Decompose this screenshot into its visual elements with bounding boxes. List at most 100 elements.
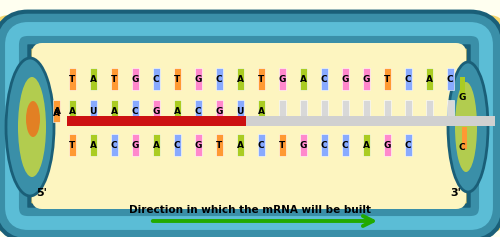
Bar: [194, 68, 202, 90]
Text: G: G: [132, 141, 138, 150]
Bar: [68, 100, 75, 122]
Text: 5': 5': [36, 188, 48, 198]
Text: C: C: [404, 74, 411, 83]
Bar: [258, 68, 264, 90]
Bar: [320, 100, 328, 122]
Bar: [300, 134, 306, 156]
Text: A: A: [54, 106, 60, 115]
Text: U: U: [90, 106, 96, 115]
Ellipse shape: [6, 58, 54, 196]
Bar: [90, 100, 96, 122]
Text: T: T: [69, 74, 75, 83]
Text: A: A: [174, 106, 180, 115]
Ellipse shape: [26, 101, 40, 137]
Bar: [216, 68, 222, 90]
Bar: [426, 68, 432, 90]
FancyBboxPatch shape: [32, 43, 466, 209]
Bar: [258, 134, 264, 156]
Bar: [404, 100, 411, 122]
Text: C: C: [320, 74, 328, 83]
Bar: [236, 100, 244, 122]
Bar: [246, 116, 494, 126]
Bar: [68, 134, 75, 156]
Text: C: C: [152, 74, 160, 83]
Text: C: C: [404, 141, 411, 150]
Text: G: G: [342, 74, 348, 83]
Bar: [362, 100, 370, 122]
Text: A: A: [362, 141, 370, 150]
Text: G: G: [194, 74, 202, 83]
Text: Direction in which the mRNA will be built: Direction in which the mRNA will be buil…: [129, 205, 371, 215]
Bar: [320, 134, 328, 156]
Text: C: C: [446, 74, 454, 83]
Bar: [462, 127, 467, 149]
Bar: [404, 68, 411, 90]
Text: A: A: [300, 74, 306, 83]
Bar: [152, 68, 160, 90]
Text: T: T: [174, 74, 180, 83]
Text: A: A: [52, 109, 60, 118]
Bar: [342, 68, 348, 90]
Bar: [342, 100, 348, 122]
Text: G: G: [384, 141, 390, 150]
Bar: [384, 68, 390, 90]
Text: G: G: [132, 74, 138, 83]
Text: G: G: [278, 74, 285, 83]
Bar: [342, 134, 348, 156]
Text: 3': 3': [450, 188, 462, 198]
Bar: [236, 134, 244, 156]
Text: A: A: [68, 106, 75, 115]
Text: G: G: [362, 74, 370, 83]
Bar: [53, 100, 60, 122]
Bar: [278, 68, 285, 90]
Bar: [300, 68, 306, 90]
Bar: [90, 134, 96, 156]
Text: C: C: [342, 141, 348, 150]
Text: A: A: [258, 106, 264, 115]
Bar: [110, 134, 117, 156]
Text: A: A: [152, 141, 160, 150]
Bar: [300, 100, 306, 122]
Bar: [320, 68, 328, 90]
Text: G: G: [216, 106, 222, 115]
Text: A: A: [90, 141, 96, 150]
Text: G: G: [300, 141, 306, 150]
Bar: [110, 68, 117, 90]
Text: C: C: [458, 142, 466, 151]
Text: G: G: [152, 106, 160, 115]
Bar: [446, 100, 454, 122]
Text: T: T: [111, 74, 117, 83]
Ellipse shape: [18, 77, 46, 177]
Text: T: T: [69, 141, 75, 150]
Bar: [426, 100, 432, 122]
Text: C: C: [320, 141, 328, 150]
Ellipse shape: [448, 62, 488, 192]
Bar: [362, 68, 370, 90]
Text: A: A: [236, 141, 244, 150]
Text: C: C: [194, 106, 202, 115]
Bar: [258, 100, 264, 122]
Text: C: C: [110, 141, 117, 150]
Bar: [384, 134, 390, 156]
Bar: [174, 134, 180, 156]
Text: A: A: [90, 74, 96, 83]
Bar: [278, 100, 285, 122]
Bar: [110, 100, 117, 122]
Bar: [90, 68, 96, 90]
Bar: [404, 134, 411, 156]
Bar: [216, 134, 222, 156]
Bar: [68, 68, 75, 90]
Text: C: C: [258, 141, 264, 150]
Bar: [446, 68, 454, 90]
Text: G: G: [194, 141, 202, 150]
Text: T: T: [258, 74, 264, 83]
Text: A: A: [426, 74, 432, 83]
Bar: [236, 68, 244, 90]
Text: C: C: [132, 106, 138, 115]
Bar: [216, 100, 222, 122]
Text: G: G: [458, 92, 466, 101]
Text: C: C: [174, 141, 180, 150]
Bar: [278, 134, 285, 156]
Text: T: T: [216, 141, 222, 150]
Bar: [152, 134, 160, 156]
